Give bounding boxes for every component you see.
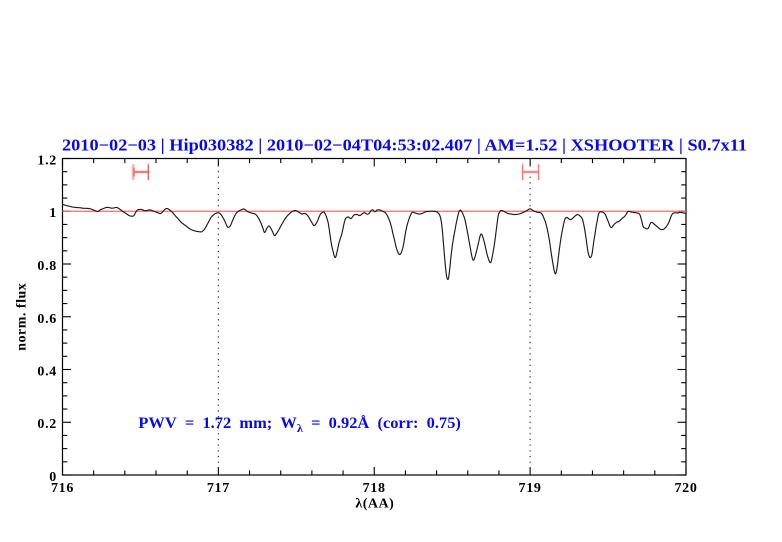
svg-text:718: 718 [363, 481, 386, 496]
svg-text:717: 717 [207, 481, 230, 496]
svg-text:720: 720 [674, 481, 697, 496]
svg-text:norm. flux: norm. flux [14, 283, 29, 351]
svg-text:λ(AA): λ(AA) [355, 497, 394, 512]
svg-text:716: 716 [51, 481, 74, 496]
svg-text:2010−02−03 | Hip030382 | 2010−: 2010−02−03 | Hip030382 | 2010−02−04T04:5… [62, 135, 747, 154]
svg-text:1: 1 [49, 206, 57, 221]
svg-text:0.6: 0.6 [37, 312, 57, 327]
svg-text:1.2: 1.2 [37, 154, 57, 169]
svg-text:0.8: 0.8 [37, 259, 57, 274]
svg-text:719: 719 [519, 481, 542, 496]
svg-text:0.4: 0.4 [37, 365, 57, 380]
svg-text:0: 0 [49, 470, 57, 485]
svg-text:0.2: 0.2 [37, 417, 57, 432]
svg-text:PWV = 1.72 mm; Wλ = 0.92: PWV = 1.72 mm; Wλ = 0.92Å (corr: 0.75) [138, 414, 461, 435]
